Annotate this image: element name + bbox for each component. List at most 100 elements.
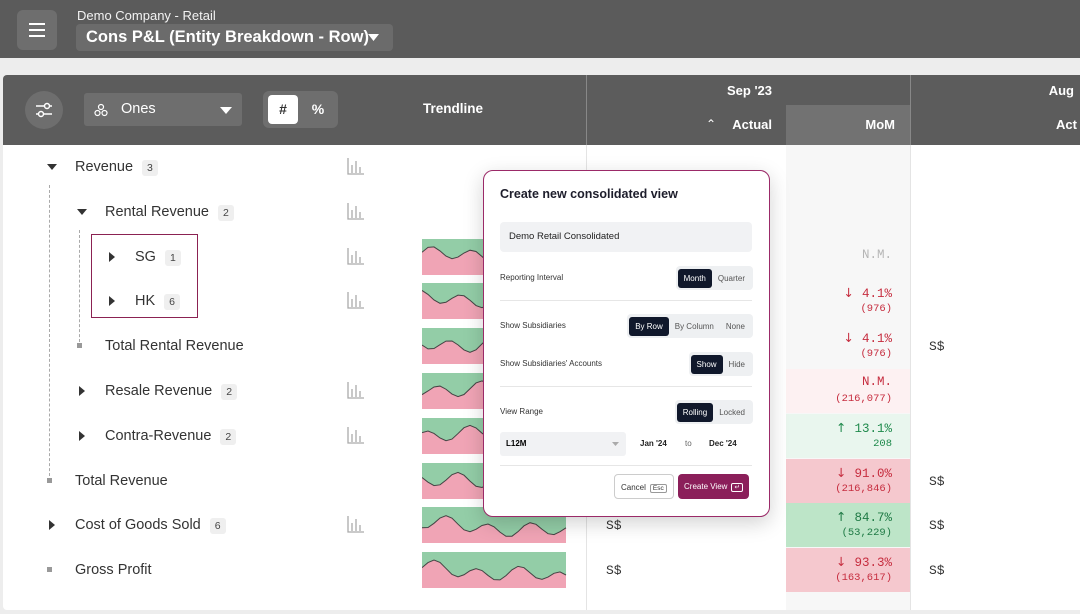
segmented-control: Month Quarter [675, 266, 753, 290]
option[interactable]: None [725, 321, 745, 331]
count-badge: 6 [209, 518, 226, 535]
chart-icon[interactable] [347, 515, 365, 534]
sparkline [422, 552, 567, 589]
count-badge: 2 [218, 204, 234, 221]
mom-percent-value: N.M. [861, 247, 892, 262]
mom-percent: ↓ 93.3% [836, 554, 892, 570]
row-label: Total Rental Revenue [105, 338, 244, 354]
option[interactable]: Quarter [717, 273, 745, 283]
percent-toggle[interactable]: % [311, 101, 325, 117]
actual-header[interactable]: Act [1056, 117, 1077, 132]
mom-cell: ↓ 93.3% (163,617) [786, 548, 910, 593]
cancel-label: Cancel [621, 483, 646, 492]
table-header: Ones # % Trendline Sep '23 ⌃ Actual MoM … [3, 75, 1080, 145]
mom-percent: ↓ 91.0% [836, 465, 892, 481]
mom-percent-value: 4.1% [861, 287, 892, 302]
chart-icon[interactable] [347, 426, 365, 444]
mom-percent: N.M. [862, 248, 892, 262]
company-name: Demo Company - Retail [77, 8, 216, 23]
mom-percent: ↓ 4.1% [844, 285, 893, 301]
trend-arrow: ↓ [836, 554, 847, 570]
row-label: Total Revenue [75, 473, 168, 489]
mom-percent-value: 93.3% [854, 556, 892, 571]
create-button[interactable]: Create View ↵ [678, 474, 749, 499]
count-badge: 6 [164, 294, 180, 311]
mom-percent-value: 13.1% [854, 421, 892, 436]
top-bar: Demo Company - Retail Cons P&L (Entity B… [0, 0, 1080, 58]
option[interactable]: Show [690, 354, 723, 374]
view-selector[interactable]: Cons P&L (Entity Breakdown - Row) [76, 24, 393, 51]
cancel-key: Esc [649, 484, 667, 493]
range-preset[interactable]: L12M [500, 432, 626, 456]
tree-line [79, 230, 81, 347]
row-name: Cost of Goods Sold [75, 517, 201, 534]
tree-line [49, 185, 51, 481]
tree-node [77, 343, 82, 349]
option[interactable]: Hide [728, 359, 745, 369]
count-badge: 3 [142, 160, 158, 176]
separator [500, 386, 752, 387]
option[interactable]: Month [677, 268, 712, 288]
row-label: Rental Revenue 2 [105, 203, 234, 221]
header-divider [910, 75, 911, 145]
range-start[interactable]: Jan '24 [640, 439, 667, 448]
expander[interactable] [75, 429, 89, 443]
trend-arrow: ↓ [843, 285, 854, 301]
mom-header[interactable]: MoM [786, 105, 910, 145]
chart-icon[interactable] [347, 291, 365, 310]
range-end[interactable]: Dec '24 [709, 439, 737, 448]
mom-absolute: (163,617) [835, 572, 892, 585]
menu-button[interactable] [17, 10, 57, 50]
chart-icon[interactable] [347, 247, 365, 265]
expander[interactable] [45, 518, 59, 532]
row-label: Resale Revenue 2 [105, 383, 238, 400]
caret [612, 442, 619, 446]
expander[interactable] [75, 384, 89, 398]
row-label: HK 6 [135, 293, 180, 311]
field-label: Show Subsidiaries' Accounts [500, 359, 603, 368]
expander[interactable] [105, 250, 119, 264]
chart-icon[interactable] [347, 381, 365, 399]
row-name: Rental Revenue [105, 203, 209, 220]
option[interactable]: Rolling [676, 402, 714, 422]
chart-icon[interactable] [347, 157, 365, 175]
row-label: Contra-Revenue 2 [105, 428, 237, 445]
chart-icon[interactable] [347, 202, 365, 220]
mom-percent: N.M. [862, 375, 892, 389]
count-badge: 1 [164, 249, 181, 266]
mom-cell: ↑ 13.1% 208 [786, 413, 910, 458]
mom-percent-value: 84.7% [854, 511, 892, 526]
trend-arrow: ↓ [843, 330, 854, 346]
view-name: Cons P&L (Entity Breakdown - Row) [86, 28, 369, 46]
trendline-header: Trendline [423, 101, 484, 116]
option[interactable]: By Row [629, 316, 669, 336]
filter-icon [36, 102, 52, 118]
selection-box [91, 234, 198, 318]
number-toggle[interactable]: # [268, 95, 298, 124]
expander[interactable] [45, 160, 59, 174]
dialog-title: Create new consolidated view [500, 187, 678, 201]
option[interactable]: By Column [674, 321, 714, 331]
currency: S$ [606, 563, 622, 579]
cancel-button[interactable]: Cancel Esc [614, 474, 674, 499]
expander[interactable] [105, 294, 119, 308]
tree-node [47, 567, 52, 573]
currency: S$ [606, 518, 622, 534]
mom-cell: N.M. (216,077) [786, 369, 910, 413]
format-toggle: # % [263, 91, 338, 128]
filter-button[interactable] [25, 91, 63, 129]
units-dropdown[interactable]: Ones [84, 93, 242, 126]
expander[interactable] [75, 205, 89, 219]
actual-header[interactable]: Actual [732, 117, 772, 132]
field-label: View Range [500, 407, 543, 416]
separator [500, 300, 752, 301]
separator [500, 465, 752, 466]
field-label: Show Subsidiaries [500, 321, 566, 330]
option[interactable]: Locked [719, 407, 745, 417]
mom-cell: ↓ 4.1% (976) [786, 324, 910, 368]
view-name-input[interactable]: Demo Retail Consolidated [500, 222, 752, 252]
trend-arrow: ↓ [836, 464, 847, 480]
range-separator: to [685, 439, 692, 448]
trend-arrow: ↑ [836, 509, 847, 525]
